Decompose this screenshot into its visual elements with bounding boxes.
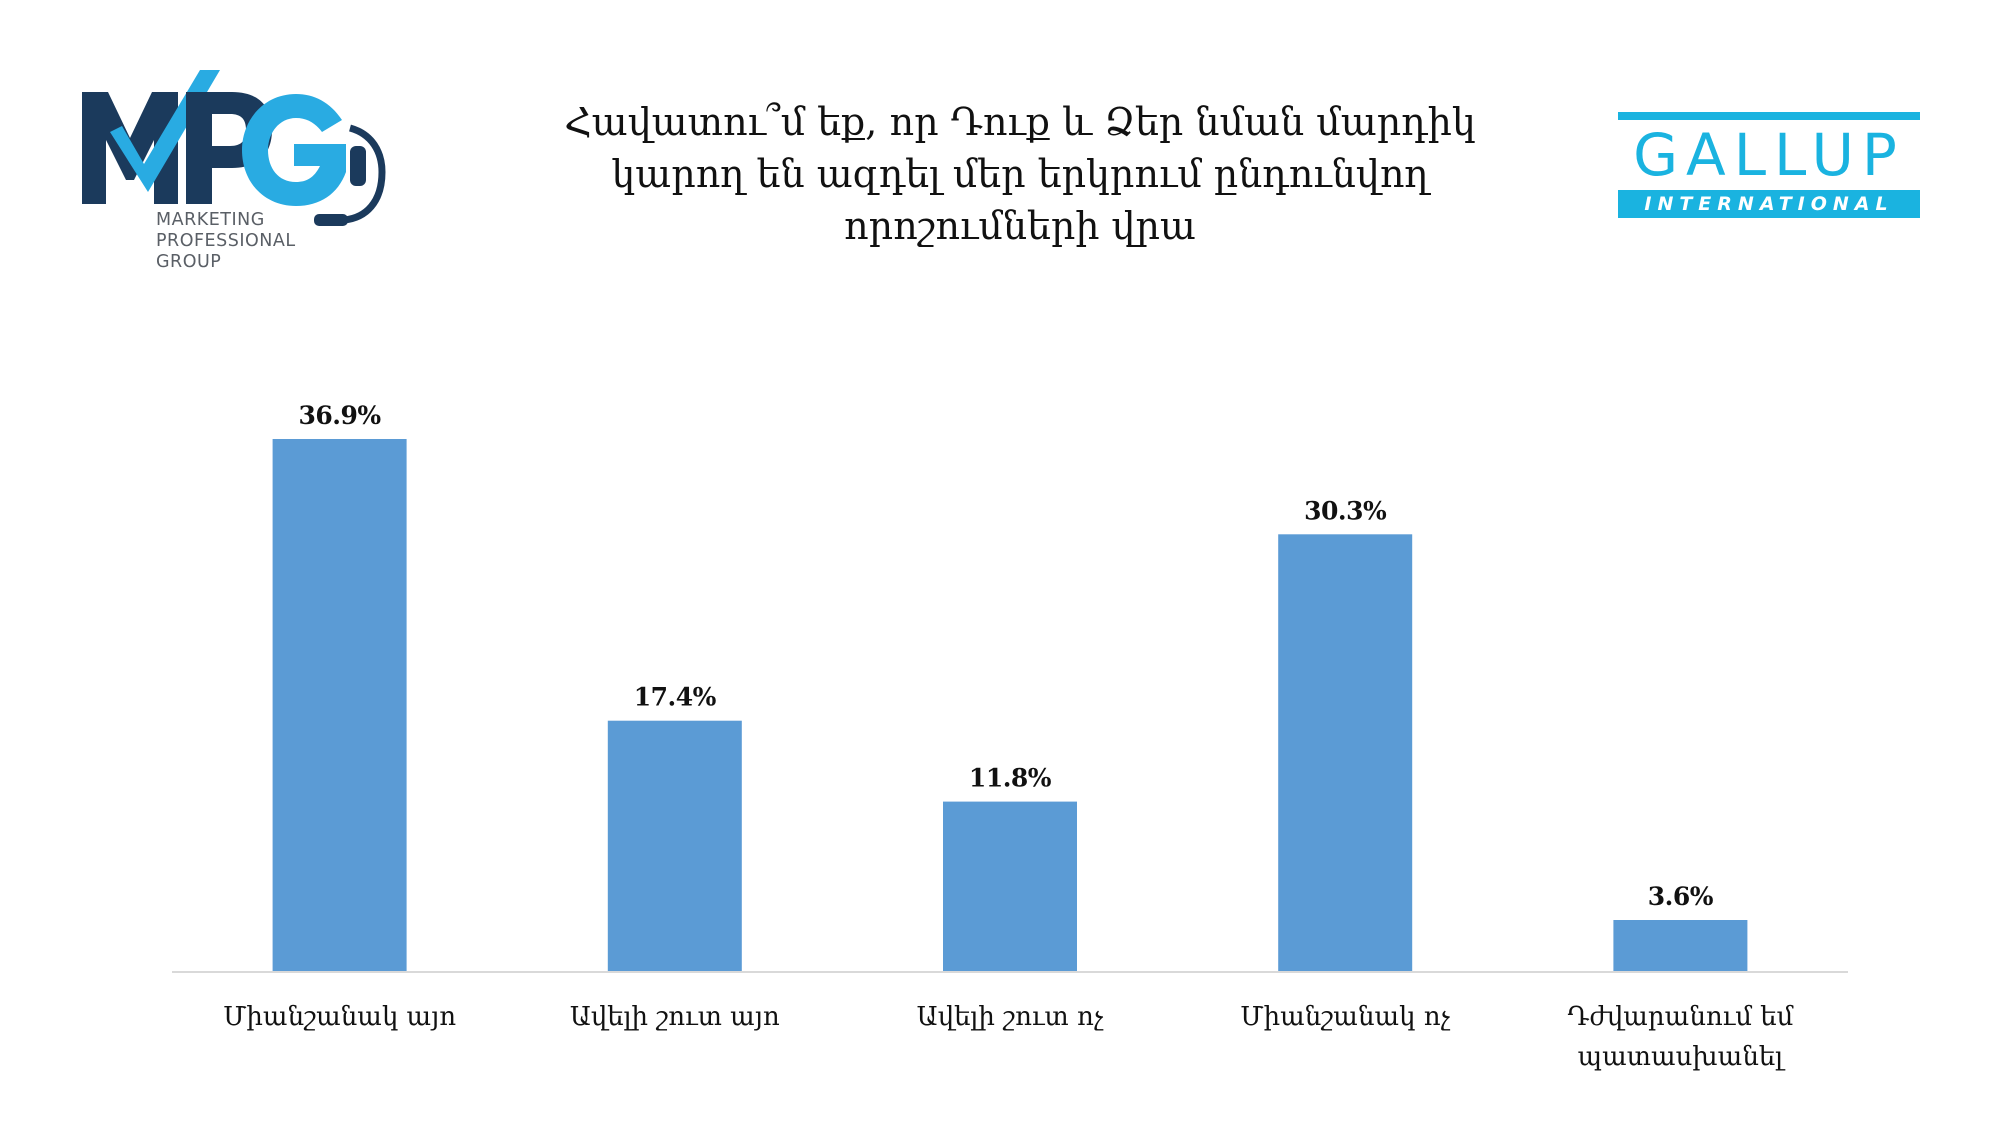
data-label: 3.6% bbox=[1648, 882, 1714, 911]
bar bbox=[1278, 534, 1413, 972]
mpg-logo bbox=[82, 70, 386, 226]
bar bbox=[1613, 920, 1748, 972]
mpg-subtitle-line: MARKETING bbox=[156, 210, 265, 230]
category-label: Դժվարանում եմ bbox=[1567, 1002, 1793, 1032]
data-label: 36.9% bbox=[299, 401, 382, 430]
chart-title: Հավատու՞մ եք, որ Դուք և Ձեր նման մարդիկ … bbox=[560, 96, 1480, 252]
category-label: Ավելի շուտ այո bbox=[570, 1002, 780, 1032]
mpg-logo-g bbox=[242, 94, 346, 206]
mpg-subtitle-line: PROFESSIONAL bbox=[156, 231, 296, 251]
bar bbox=[943, 801, 1077, 972]
labels-layer: 36.9% Միանշանակ այո 17.4% Ավելի շուտ այո 11.… bbox=[223, 401, 1794, 1072]
category-label: Միանշանակ ոչ bbox=[1240, 1002, 1450, 1032]
gallup-logo-subtitle: INTERNATIONAL bbox=[1618, 190, 1920, 218]
chart-title-line: կարող են ազդել մեր երկրում ընդունվող bbox=[611, 152, 1429, 196]
data-label: 11.8% bbox=[969, 764, 1052, 793]
gallup-logo-topbar bbox=[1618, 112, 1920, 120]
data-label: 17.4% bbox=[634, 683, 717, 712]
category-label: Ավելի շուտ ոչ bbox=[917, 1002, 1104, 1032]
gallup-logo-word: GALLUP bbox=[1633, 121, 1905, 189]
chart-title-line: Հավատու՞մ եք, որ Դուք և Ձեր նման մարդիկ bbox=[564, 100, 1476, 144]
bar bbox=[272, 439, 407, 972]
category-label: Միանշանակ այո bbox=[223, 1002, 456, 1032]
bars-layer bbox=[272, 439, 1748, 972]
chart-title-line: որոշումների վրա bbox=[844, 204, 1196, 248]
headset-icon bbox=[343, 124, 386, 224]
bar bbox=[607, 720, 742, 972]
gallup-logo: GALLUP INTERNATIONAL bbox=[1618, 112, 1920, 218]
category-label: պատասխանել bbox=[1578, 1042, 1787, 1072]
data-label: 30.3% bbox=[1304, 496, 1387, 525]
mpg-logo-subtitle: MARKETING PROFESSIONAL GROUP bbox=[156, 210, 296, 273]
mpg-subtitle-line: GROUP bbox=[156, 252, 222, 272]
